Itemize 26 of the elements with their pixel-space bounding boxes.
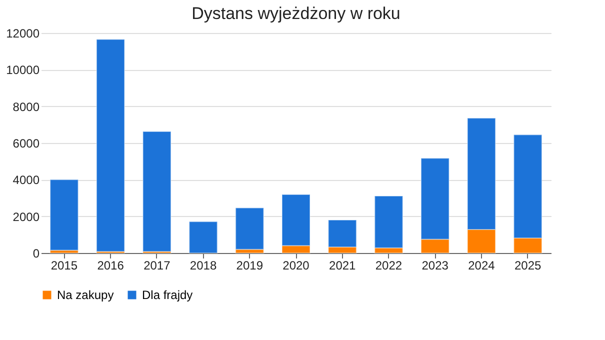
chart-title: Dystans wyjeżdżony w roku	[192, 4, 400, 23]
x-tick-label: 2016	[97, 258, 124, 272]
x-tick-label: 2017	[144, 258, 171, 272]
y-tick-label: 0	[32, 246, 40, 260]
x-tick-label: 2023	[422, 258, 449, 272]
y-tick-label: 2000	[12, 210, 40, 224]
x-tick-label: 2015	[50, 258, 78, 272]
x-tick-label: 2024	[468, 258, 496, 272]
x-tick-label: 2020	[282, 258, 310, 272]
legend-label: Dla frajdy	[142, 288, 193, 302]
x-tick-label: 2021	[329, 258, 356, 272]
bar	[235, 207, 264, 250]
y-tick-label: 12000	[6, 26, 40, 40]
x-tick-label: 2025	[514, 258, 542, 272]
legend-label: Na zakupy	[57, 288, 114, 302]
bar	[50, 179, 79, 251]
x-tick-label: 2018	[190, 258, 217, 272]
y-tick-label: 4000	[12, 173, 40, 188]
bar	[142, 130, 172, 252]
y-tick-label: 6000	[12, 136, 40, 150]
x-tick-label: 2022	[375, 258, 402, 272]
x-tick-label: 2019	[236, 258, 264, 272]
bar	[96, 38, 126, 252]
y-tick-label: 10000	[6, 63, 40, 78]
y-tick-label: 8000	[12, 100, 40, 114]
bar	[188, 221, 218, 254]
